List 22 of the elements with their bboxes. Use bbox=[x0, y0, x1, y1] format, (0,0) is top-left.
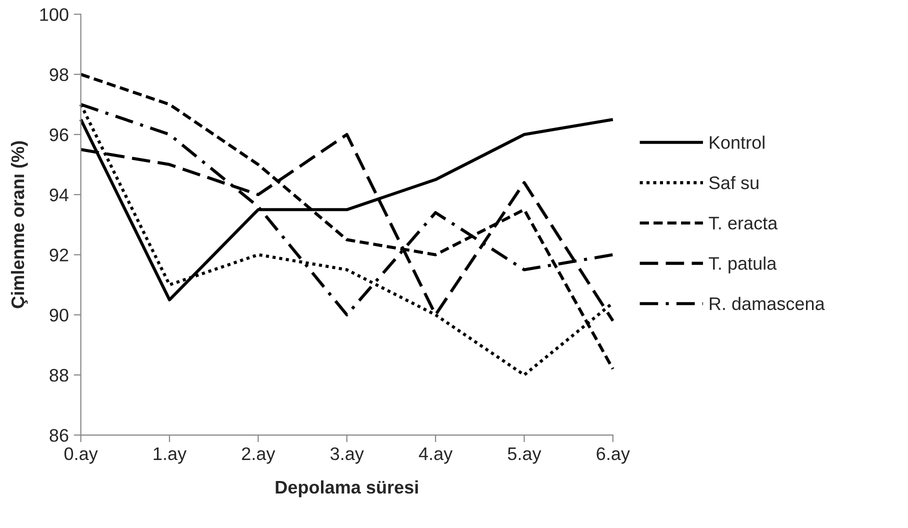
legend-label: T. patula bbox=[708, 256, 777, 274]
y-axis-title: Çimlenme oranı (%) bbox=[10, 141, 28, 308]
legend-label: R. damascena bbox=[710, 296, 825, 310]
y-tick-label: 92 bbox=[50, 248, 68, 262]
legend-label: T. eracta bbox=[708, 216, 778, 230]
x-tick-label: 3.ay bbox=[330, 447, 364, 464]
y-tick-label: 94 bbox=[50, 188, 68, 202]
y-tick-label: 100 bbox=[40, 8, 68, 21]
x-tick-label: 0.ay bbox=[64, 447, 98, 464]
y-tick-label: 90 bbox=[50, 308, 68, 322]
x-tick-label: 4.ay bbox=[418, 448, 453, 464]
y-tick-label: 98 bbox=[50, 68, 68, 82]
x-axis-title: Depolama süresi bbox=[276, 480, 418, 498]
x-tick-label: 2.ay bbox=[242, 447, 276, 464]
y-tick-label: 86 bbox=[50, 429, 68, 442]
legend-label: Saf su bbox=[709, 176, 758, 190]
legend-label: Kontrol bbox=[710, 136, 764, 149]
x-tick-label: 6.ay bbox=[596, 447, 630, 464]
y-tick-label: 88 bbox=[50, 368, 68, 382]
y-tick-label: 96 bbox=[50, 128, 68, 142]
x-tick-label: 1.ay bbox=[154, 448, 187, 464]
x-tick-label: 5.ay bbox=[508, 448, 542, 464]
